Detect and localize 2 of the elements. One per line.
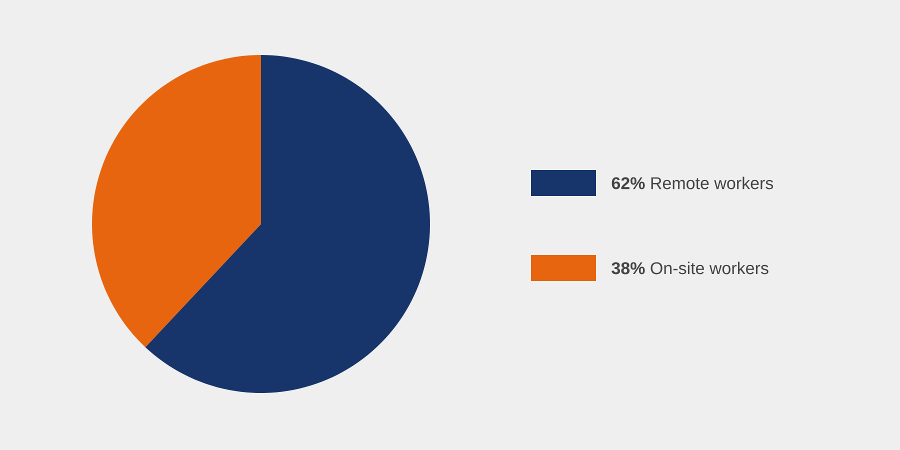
legend-label: 62% Remote workers xyxy=(612,176,774,190)
legend-label: 38% On-site workers xyxy=(612,262,768,274)
